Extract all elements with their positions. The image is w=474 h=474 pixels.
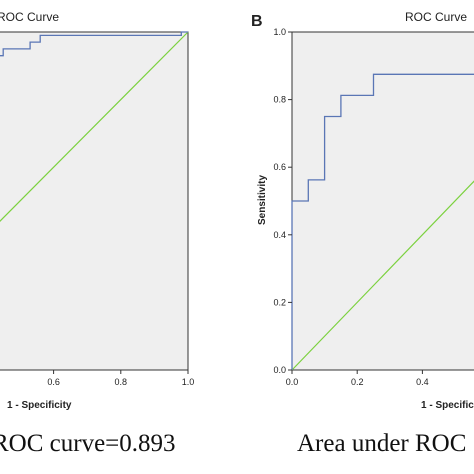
panel-b-y-tick-label: 0.4 [273, 230, 286, 240]
panel-b-caption: Area under ROC [297, 430, 466, 457]
panel-b-x-tick-label: 0.0 [286, 377, 299, 387]
panel-b-title: ROC Curve [405, 10, 467, 24]
panel-b-roc-layer [291, 73, 474, 370]
panel-a-caption: ROC curve=0.893 [0, 430, 176, 457]
panel-a-x-tick-label: 1.0 [182, 377, 195, 387]
panel-b-y-tick-label: 0.2 [273, 297, 286, 307]
panel-a-roc-layer [0, 31, 188, 57]
panel-a-roc-curve [0, 31, 188, 57]
panel-a-reference-layer [0, 31, 189, 222]
panel-b-x-ticks: 0.0 0.2 0.4 [286, 370, 429, 387]
panel-b-reference-line [291, 180, 474, 371]
panel-b-x-tick-label: 0.2 [351, 377, 364, 387]
panel-a-title: ROC Curve [0, 10, 59, 24]
panel-b-plot-background [291, 31, 474, 371]
panel-b-y-axis-title: Sensitivity [257, 175, 268, 225]
panel-a-x-axis-title: 1 - Specificity [7, 400, 72, 411]
panel-b-y-tick-label: 0.0 [273, 365, 286, 375]
panel-a: ROC Curve 0.40.60.81.0 1 - Specificity R… [0, 10, 194, 457]
panel-b: B ROC Curve 0.0 0.2 0.4 0.0 0.2 0.4 0.6 0.8 1.0… [251, 10, 474, 457]
panel-b-letter: B [251, 13, 263, 30]
panel-a-plot-background [0, 31, 189, 371]
panel-a-x-tick-label: 0.8 [115, 377, 128, 387]
panel-b-y-tick-label: 1.0 [273, 27, 286, 37]
panel-a-reference-line [0, 31, 189, 222]
panel-b-x-tick-label: 0.4 [416, 377, 429, 387]
panel-b-x-axis-title: 1 - Specificity [421, 400, 474, 411]
panel-b-roc-curve [291, 73, 474, 370]
panel-b-y-tick-label: 0.8 [273, 95, 286, 105]
panel-a-x-tick-label: 0.6 [47, 377, 60, 387]
panel-a-x-ticks: 0.40.60.81.0 [47, 370, 195, 387]
panel-b-y-tick-label: 0.6 [273, 162, 286, 172]
panel-b-y-ticks: 0.0 0.2 0.4 0.6 0.8 1.0 [273, 27, 292, 375]
panel-b-reference-layer [291, 180, 474, 371]
